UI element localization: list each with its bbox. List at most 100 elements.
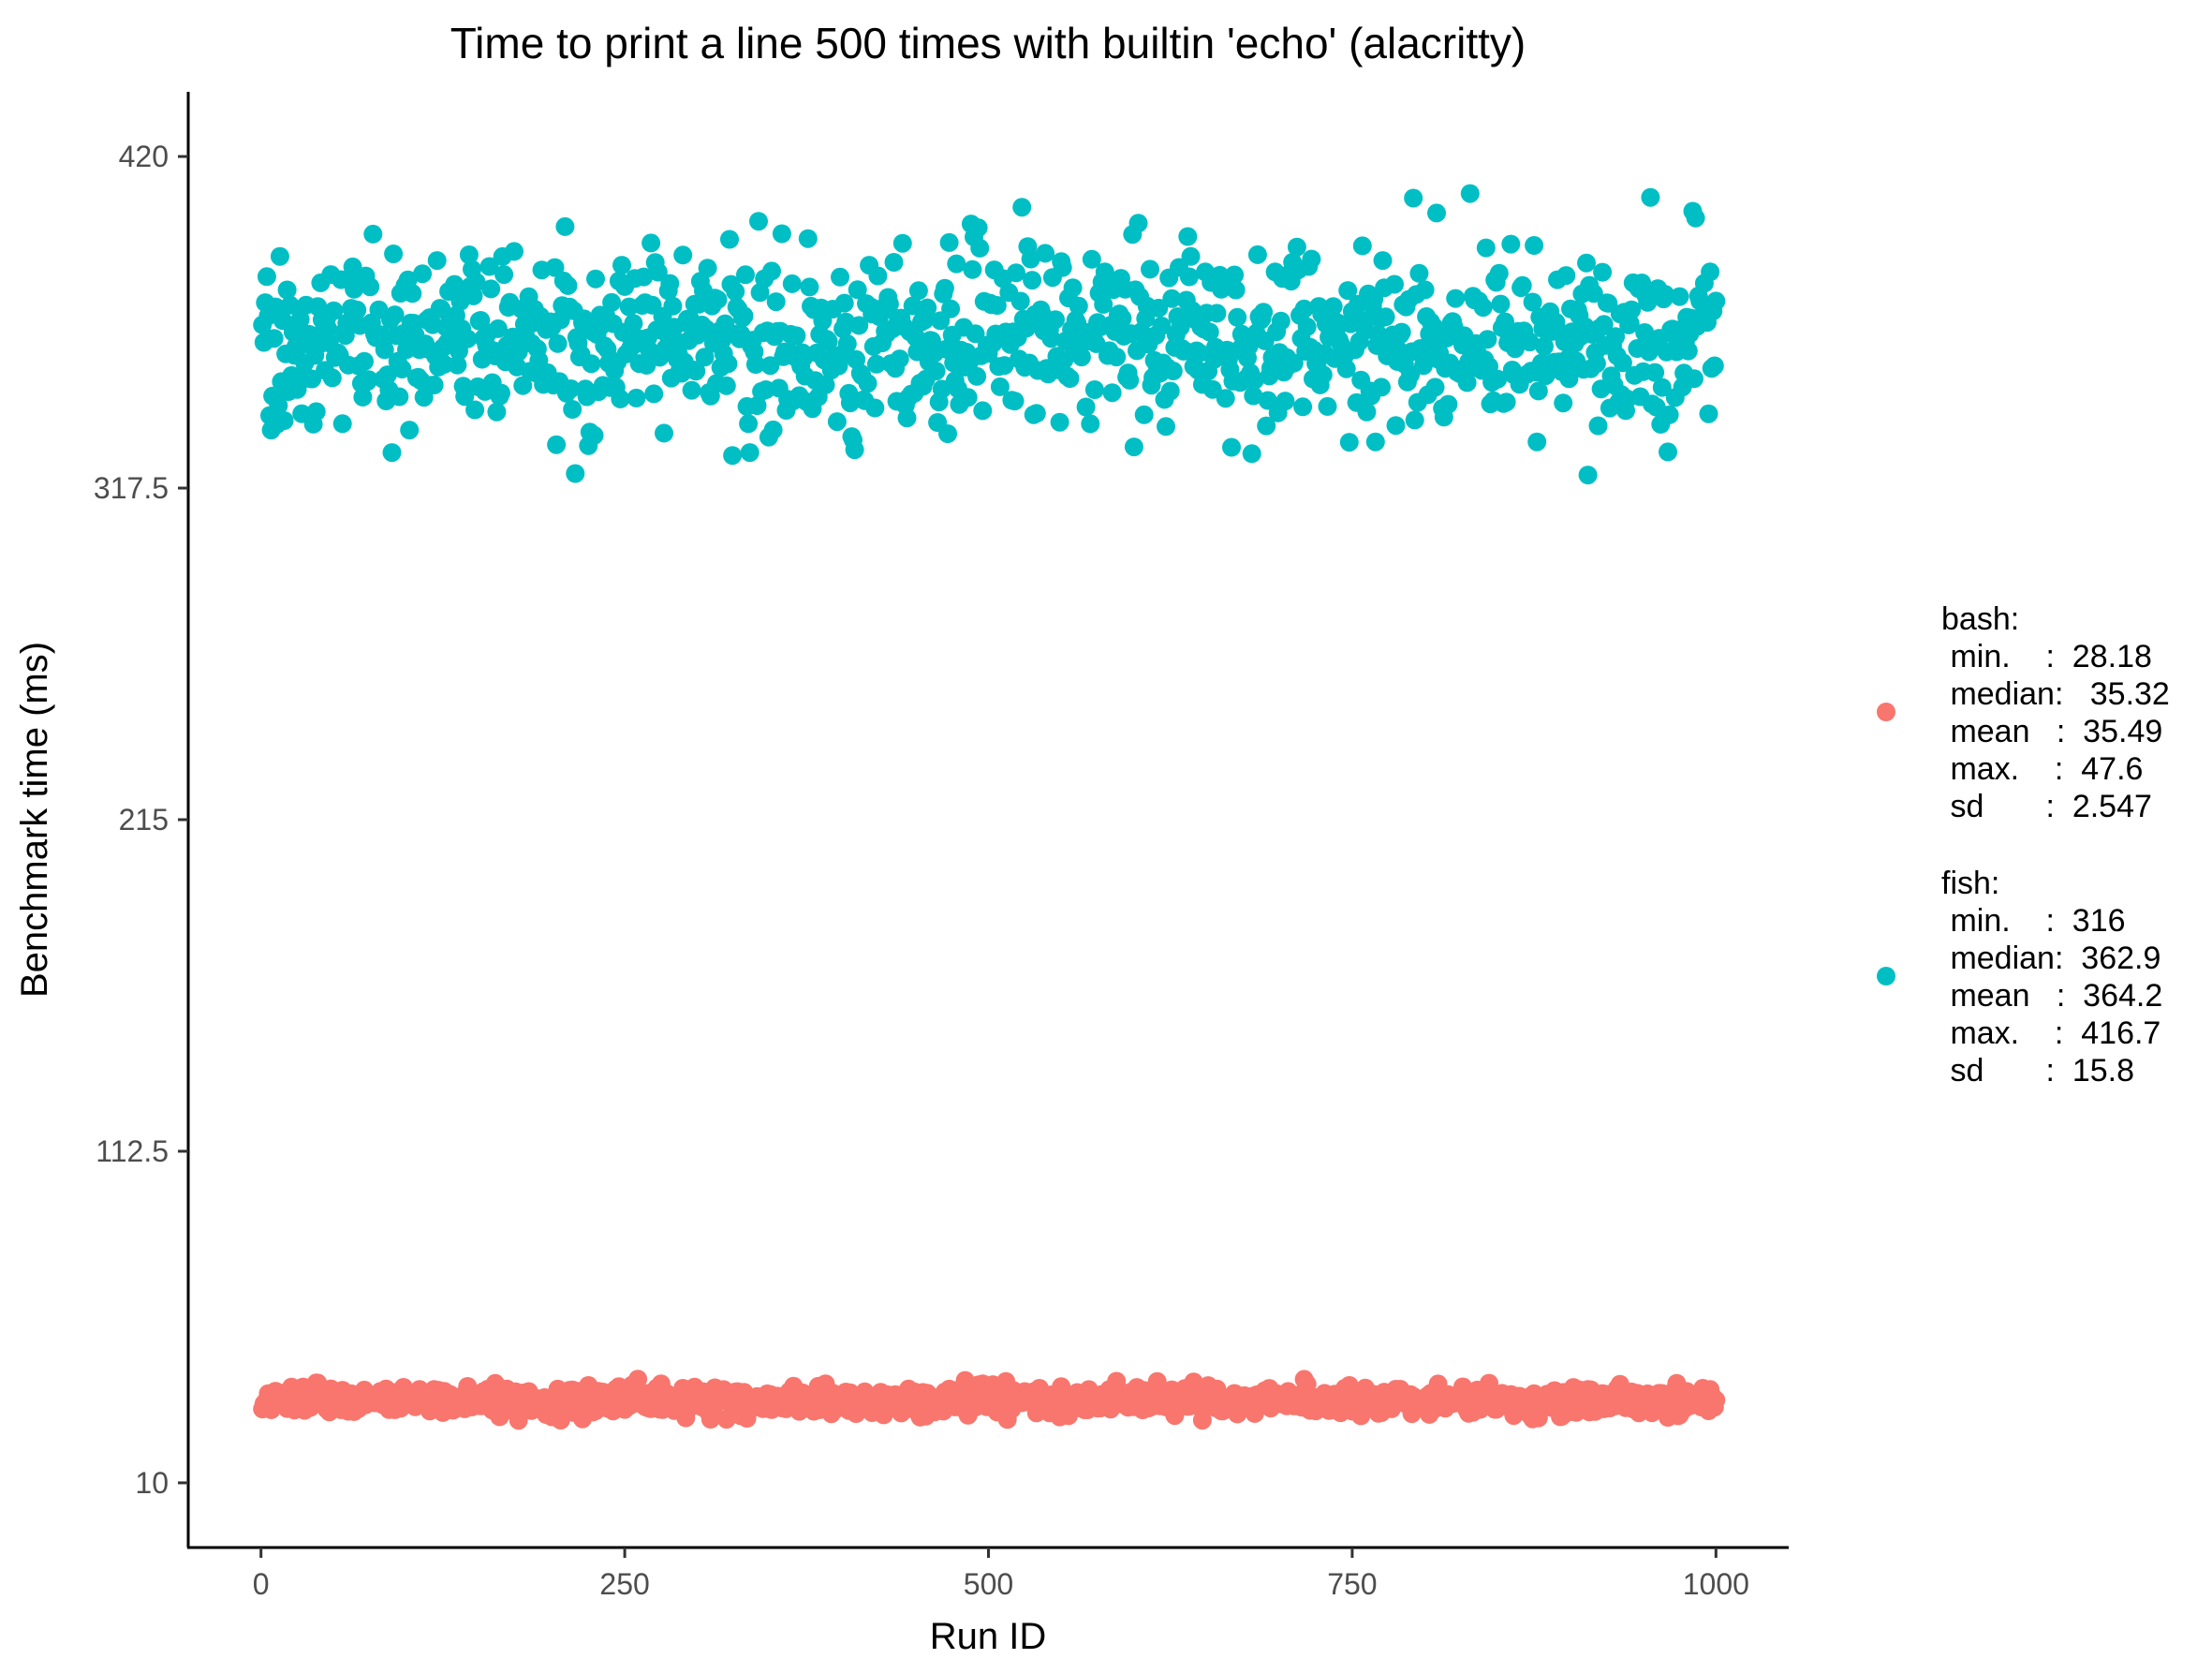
fish-point: [1113, 308, 1132, 328]
fish-point: [938, 424, 957, 443]
fish-point: [747, 396, 767, 415]
fish-point: [1586, 354, 1606, 374]
fish-point: [377, 365, 397, 385]
fish-point: [555, 216, 575, 236]
fish-point: [918, 298, 937, 318]
bash-point: [737, 1409, 757, 1428]
fish-point: [708, 289, 728, 309]
fish-point: [332, 414, 352, 434]
fish-point: [1021, 249, 1040, 269]
fish-point: [390, 387, 409, 407]
y-tick-label: 420: [119, 140, 169, 173]
fish-point: [1414, 356, 1433, 376]
legend-bash-line: mean : 35.49: [1941, 714, 2162, 749]
legend: bash: min. : 28.18 median: 35.32 mean : …: [1877, 601, 2170, 1089]
fish-point: [612, 256, 631, 275]
y-tick-label: 112.5: [96, 1134, 169, 1168]
fish-point: [375, 340, 394, 360]
fish-point: [1373, 251, 1393, 271]
fish-point: [1120, 370, 1140, 390]
x-axis-ticks: 0 250 500 750 1000: [253, 1548, 1749, 1601]
fish-point: [660, 274, 680, 293]
fish-point: [1489, 263, 1509, 283]
fish-point: [566, 464, 585, 483]
fish-point: [361, 277, 380, 297]
fish-point: [1163, 362, 1183, 380]
fish-point: [1207, 304, 1227, 323]
fish-point: [1425, 378, 1445, 397]
fish-point: [1338, 281, 1358, 301]
fish-point: [1297, 317, 1317, 336]
fish-point: [1216, 389, 1235, 408]
fish-point: [865, 398, 885, 418]
fish-point: [397, 340, 416, 360]
fish-point: [1160, 381, 1180, 401]
fish-point: [866, 354, 886, 374]
fish-point: [597, 339, 617, 359]
fish-point: [1352, 236, 1372, 256]
fish-point: [548, 333, 568, 353]
fish-point: [958, 388, 978, 407]
fish-point: [1701, 262, 1720, 282]
fish-point: [987, 296, 1007, 315]
fish-point: [1385, 274, 1404, 294]
fish-point: [1520, 333, 1540, 352]
fish-point: [1409, 263, 1429, 283]
fish-point: [686, 362, 706, 381]
fish-point: [1318, 396, 1337, 416]
fish-point: [558, 275, 578, 295]
fish-point: [740, 443, 759, 463]
legend-fish-line: mean : 364.2: [1941, 978, 2162, 1014]
fish-point: [1476, 238, 1496, 258]
legend-bash-line: min. : 28.18: [1941, 639, 2152, 674]
fish-point: [1706, 291, 1726, 311]
fish-point: [1415, 280, 1435, 300]
fish-point: [459, 245, 479, 264]
fish-point: [1620, 314, 1640, 333]
chart-title: Time to print a line 500 times with buil…: [450, 19, 1526, 67]
fish-point: [906, 328, 925, 347]
fish-point: [726, 282, 745, 302]
fish-point: [355, 351, 374, 371]
fish-point: [831, 267, 849, 287]
fish-point: [306, 402, 326, 422]
fish-point: [624, 314, 643, 333]
fish-point: [1046, 310, 1065, 330]
fish-point: [634, 267, 654, 287]
fish-point: [1593, 262, 1613, 282]
fish-point: [1225, 265, 1245, 285]
legend-bash-line: bash:: [1941, 601, 2019, 637]
fish-point: [545, 258, 565, 277]
fish-point: [762, 261, 781, 281]
fish-point: [1446, 289, 1466, 308]
fish-point: [1386, 416, 1406, 436]
fish-point: [274, 411, 294, 430]
fish-point: [1313, 365, 1333, 385]
legend-fish-line: sd : 15.8: [1941, 1053, 2134, 1089]
fish-point: [627, 388, 646, 407]
bash-point: [1192, 1411, 1212, 1430]
fish-point: [382, 443, 402, 463]
fish-point: [1069, 296, 1088, 316]
fish-point: [1081, 414, 1100, 434]
fish-point: [848, 280, 867, 300]
fish-point: [1404, 188, 1423, 208]
fish-point: [1005, 392, 1025, 411]
fish-point: [849, 316, 869, 335]
fish-point: [800, 277, 819, 297]
fish-point: [782, 274, 802, 293]
points-layer: [253, 184, 1726, 1430]
fish-point: [1554, 393, 1573, 413]
fish-point: [277, 280, 297, 300]
fish-point: [1247, 244, 1267, 264]
fish-point: [695, 348, 715, 367]
fish-point: [816, 375, 835, 394]
x-tick-label: 250: [599, 1567, 649, 1601]
fish-point: [1704, 356, 1724, 376]
fish-point: [1179, 267, 1199, 287]
fish-point: [1535, 336, 1554, 356]
fish-point: [970, 238, 990, 258]
fish-point: [290, 310, 310, 329]
fish-point: [322, 368, 342, 388]
